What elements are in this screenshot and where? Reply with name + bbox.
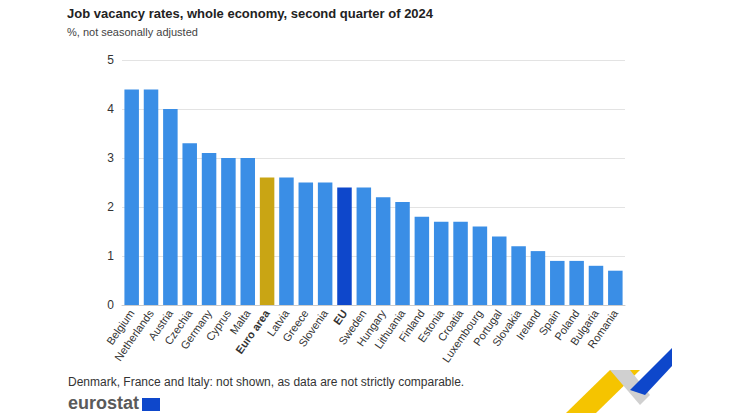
svg-text:Belgium: Belgium — [103, 307, 137, 347]
svg-text:3: 3 — [107, 151, 114, 165]
svg-text:Hungary: Hungary — [354, 307, 389, 349]
svg-text:0: 0 — [107, 298, 114, 312]
svg-text:Cyprus: Cyprus — [203, 307, 233, 343]
svg-text:Netherlands: Netherlands — [112, 307, 156, 363]
svg-text:Sweden: Sweden — [336, 307, 369, 347]
svg-text:4: 4 — [107, 102, 114, 116]
svg-text:Lithuania: Lithuania — [372, 307, 408, 351]
svg-text:Denmark, France and Italy: not: Denmark, France and Italy: not shown, as… — [68, 375, 464, 389]
svg-text:Slovenia: Slovenia — [296, 307, 331, 349]
svg-text:Euro area: Euro area — [233, 307, 272, 356]
svg-text:Job vacancy rates, whole econo: Job vacancy rates, whole economy, second… — [67, 6, 434, 21]
svg-text:Poland: Poland — [552, 307, 582, 343]
svg-text:Croatia: Croatia — [435, 307, 466, 344]
svg-text:Portugal: Portugal — [470, 307, 505, 348]
svg-text:2: 2 — [107, 200, 114, 214]
svg-text:Ireland: Ireland — [514, 308, 543, 342]
svg-text:Greece: Greece — [280, 307, 311, 344]
svg-text:Czechia: Czechia — [162, 307, 195, 347]
svg-text:Romania: Romania — [585, 307, 621, 351]
svg-text:%, not seasonally adjusted: %, not seasonally adjusted — [67, 26, 198, 38]
svg-text:EU: EU — [330, 307, 350, 327]
svg-text:Germany: Germany — [178, 307, 214, 352]
svg-text:Spain: Spain — [536, 307, 563, 338]
svg-text:Estonia: Estonia — [415, 307, 447, 345]
svg-text:Slovakia: Slovakia — [489, 307, 524, 349]
svg-text:Latvia: Latvia — [264, 307, 292, 339]
svg-text:Malta: Malta — [227, 307, 253, 337]
svg-text:1: 1 — [107, 249, 114, 263]
svg-text:Austria: Austria — [145, 307, 176, 343]
svg-text:eurostat: eurostat — [68, 393, 139, 413]
svg-text:Bulgaria: Bulgaria — [567, 307, 601, 348]
svg-text:Finland: Finland — [396, 307, 427, 344]
svg-text:5: 5 — [107, 53, 114, 67]
svg-text:Luxembourg: Luxembourg — [439, 307, 485, 365]
